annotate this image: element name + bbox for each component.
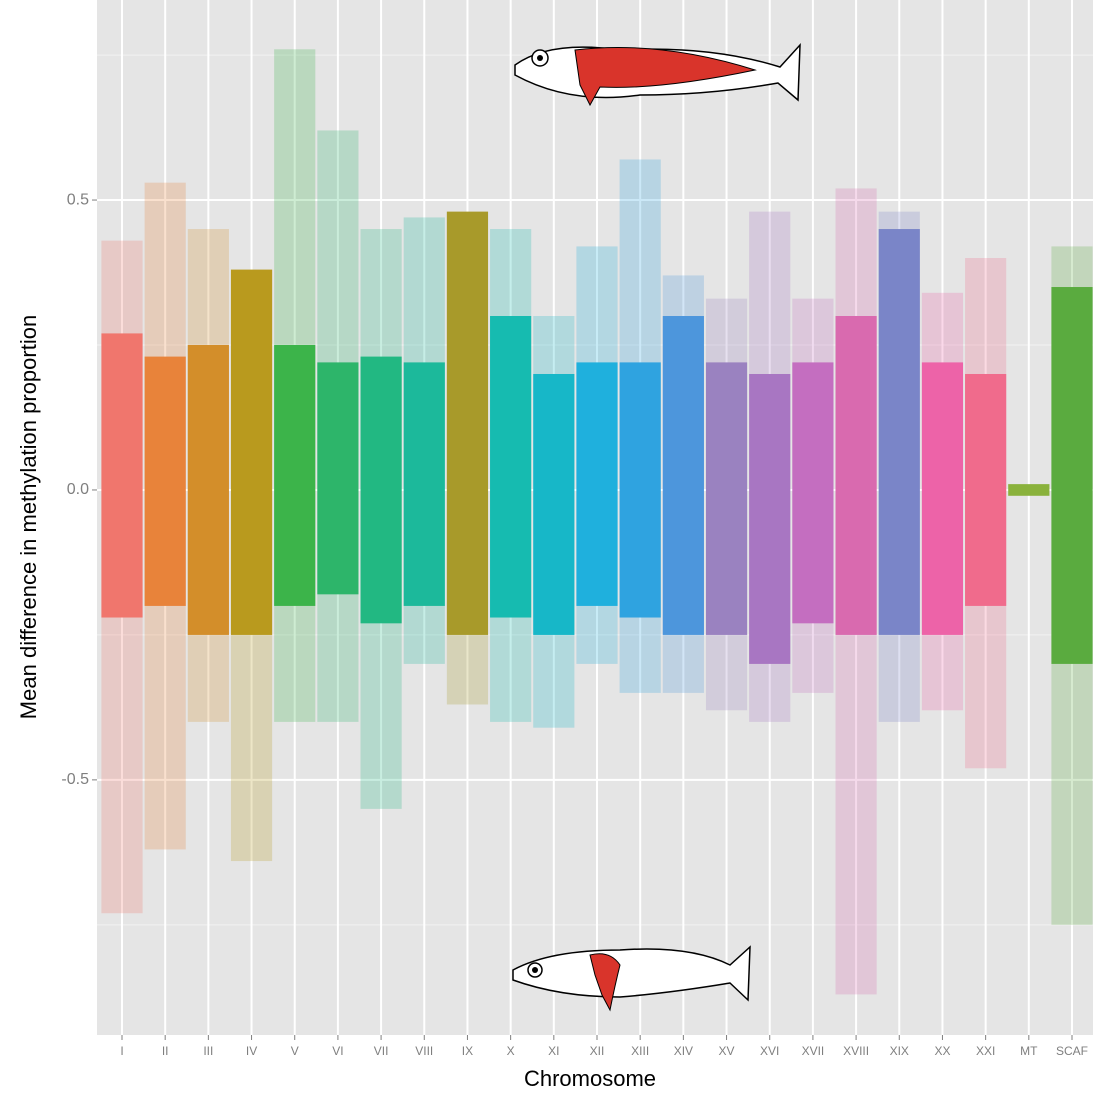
core-range — [965, 374, 1006, 606]
core-range — [533, 374, 574, 635]
x-tick-label: IV — [246, 1044, 257, 1058]
y-tick-label: 0.5 — [67, 191, 89, 208]
x-tick-label: XXI — [976, 1044, 995, 1058]
core-range — [663, 316, 704, 635]
x-tick-label: XVII — [802, 1044, 825, 1058]
x-tick-label: XIV — [674, 1044, 693, 1058]
y-tick-label: 0.0 — [67, 481, 89, 498]
core-range — [274, 345, 315, 606]
x-tick-label: IX — [462, 1044, 473, 1058]
x-tick-label: VIII — [415, 1044, 433, 1058]
x-tick-label: II — [162, 1044, 169, 1058]
x-tick-label: XI — [548, 1044, 559, 1058]
x-tick-label: VII — [374, 1044, 389, 1058]
x-tick-label: III — [203, 1044, 213, 1058]
x-tick-label: V — [291, 1044, 299, 1058]
core-range — [361, 357, 402, 624]
chart: Chromosome Mean difference in methylatio… — [0, 0, 1093, 1093]
core-range — [1051, 287, 1092, 664]
x-tick-label: XII — [590, 1044, 605, 1058]
core-range — [188, 345, 229, 635]
core-range — [792, 362, 833, 623]
core-range — [836, 316, 877, 635]
core-range — [101, 333, 142, 617]
page: {"chart_data": {"type": "strip", "x_labe… — [0, 0, 1093, 1093]
x-tick-label: X — [507, 1044, 515, 1058]
x-axis-label: Chromosome — [524, 1066, 656, 1091]
x-tick-label: XIII — [631, 1044, 649, 1058]
x-tick-label: SCAF — [1056, 1044, 1088, 1058]
x-tick-label: VI — [332, 1044, 343, 1058]
core-range — [706, 362, 747, 635]
x-tick-label: XX — [934, 1044, 950, 1058]
x-tick-label: MT — [1020, 1044, 1038, 1058]
core-range — [576, 362, 617, 606]
core-range — [145, 357, 186, 606]
core-range — [447, 212, 488, 635]
y-axis-label: Mean difference in methylation proportio… — [16, 315, 41, 719]
x-tick-label: I — [120, 1044, 123, 1058]
core-range — [620, 362, 661, 617]
x-tick-label: XIX — [890, 1044, 909, 1058]
core-range — [231, 270, 272, 635]
core-range — [404, 362, 445, 606]
core-range — [317, 362, 358, 594]
y-tick-label: -0.5 — [61, 771, 89, 788]
core-range — [1008, 484, 1049, 496]
x-tick-label: XVI — [760, 1044, 779, 1058]
x-tick-label: XVIII — [843, 1044, 869, 1058]
core-range — [749, 374, 790, 664]
core-range — [879, 229, 920, 635]
x-tick-label: XV — [719, 1044, 735, 1058]
core-range — [490, 316, 531, 618]
core-range — [922, 362, 963, 635]
